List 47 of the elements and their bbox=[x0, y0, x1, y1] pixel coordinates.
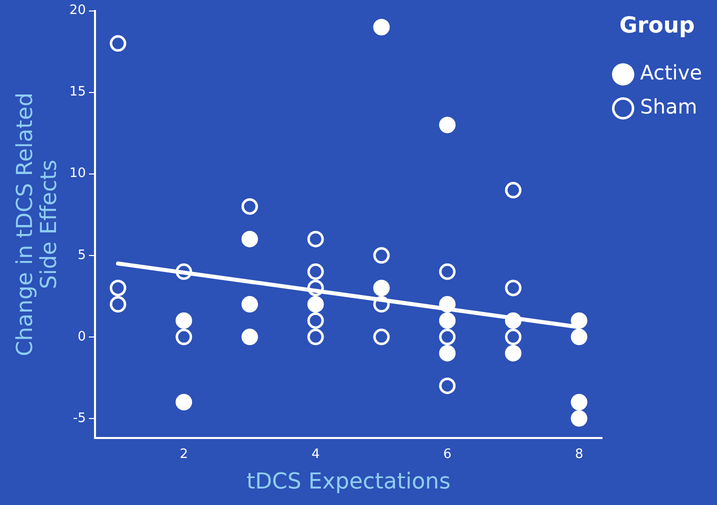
y-tick-label: 15 bbox=[69, 84, 86, 100]
point bbox=[373, 18, 390, 36]
point bbox=[504, 344, 522, 362]
point bbox=[176, 394, 192, 410]
point bbox=[241, 198, 258, 215]
legend-label: Sham bbox=[640, 94, 698, 119]
point bbox=[110, 35, 126, 52]
point bbox=[176, 312, 192, 329]
point bbox=[110, 280, 126, 296]
point bbox=[307, 230, 324, 248]
point bbox=[307, 312, 324, 329]
x-tick-label: 8 bbox=[574, 447, 584, 462]
y-tick-label: 5 bbox=[78, 248, 86, 263]
point bbox=[307, 328, 324, 346]
point bbox=[570, 394, 588, 410]
x-tick-label: 2 bbox=[180, 447, 188, 462]
point bbox=[373, 328, 390, 346]
point bbox=[307, 263, 324, 280]
point bbox=[373, 247, 390, 264]
point bbox=[176, 328, 192, 346]
point bbox=[110, 296, 126, 313]
point bbox=[439, 344, 456, 362]
y-axis-title: Change in tDCS Related Side Effects bbox=[12, 92, 62, 356]
point bbox=[439, 328, 456, 346]
y-tick-label: 20 bbox=[69, 3, 86, 18]
x-axis-title: tDCS Expectations bbox=[246, 470, 451, 495]
x-tick-label: 4 bbox=[311, 447, 320, 462]
legend-label: Active bbox=[640, 60, 702, 85]
point bbox=[373, 280, 390, 296]
legend-title: Group bbox=[619, 14, 695, 39]
point bbox=[504, 182, 522, 198]
x-tick-label: 6 bbox=[443, 447, 452, 462]
point bbox=[570, 328, 588, 346]
point bbox=[439, 312, 456, 329]
y-tick-label: 10 bbox=[69, 166, 86, 182]
point bbox=[570, 410, 588, 427]
y-tick-label: -5 bbox=[72, 410, 86, 426]
point bbox=[439, 263, 456, 280]
point bbox=[504, 328, 522, 346]
point bbox=[439, 116, 456, 134]
point bbox=[439, 378, 456, 394]
point bbox=[241, 328, 258, 346]
y-tick-label: 0 bbox=[78, 329, 86, 344]
point bbox=[241, 230, 258, 248]
point bbox=[504, 280, 522, 296]
point bbox=[241, 296, 258, 313]
point bbox=[307, 296, 324, 313]
